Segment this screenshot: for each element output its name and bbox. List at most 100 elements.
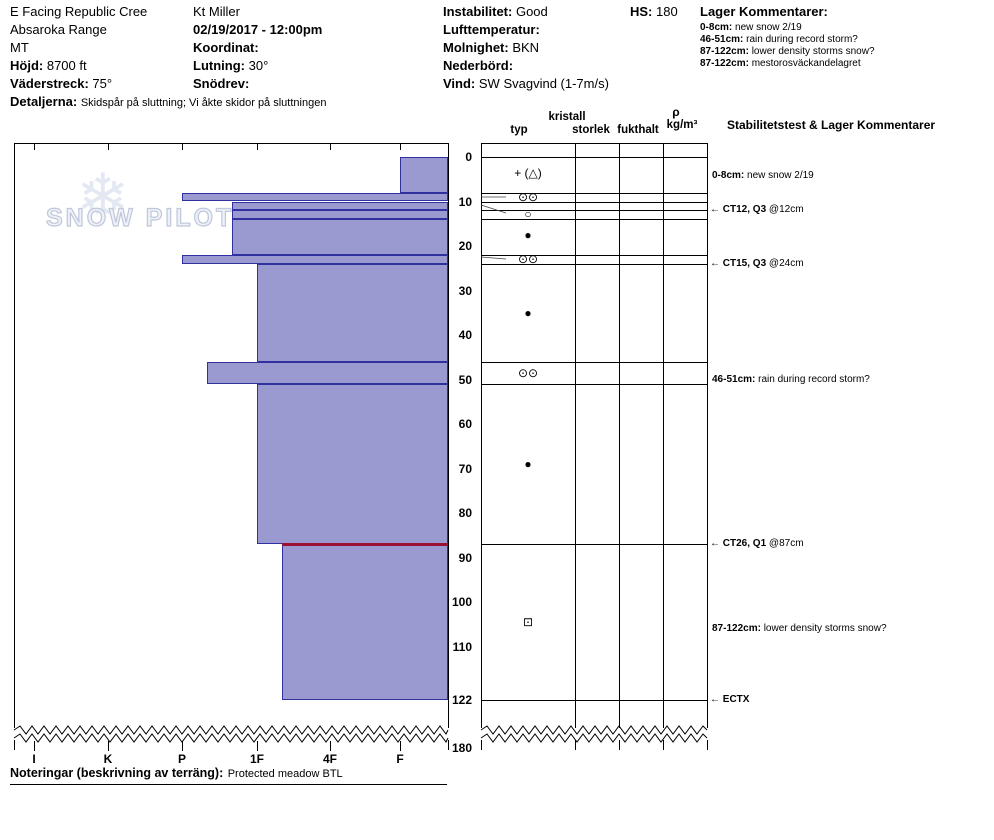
depth-axis-label: 50 <box>458 372 472 387</box>
wind-label: Vind: <box>443 76 476 91</box>
arrow-left-icon: ← <box>710 538 723 550</box>
depth-axis-label: 40 <box>458 328 472 343</box>
layer-boundary-line <box>481 210 707 211</box>
hardness-axis-tick-bottom <box>108 741 109 751</box>
site-elevation: Höjd: 8700 ft <box>10 57 147 75</box>
depth-axis-label: 80 <box>458 506 472 521</box>
hardness-layer-bar <box>232 201 448 211</box>
hs-value: 180 <box>656 4 678 19</box>
layer-comment-text: mestorosväckandelagret <box>748 58 861 69</box>
failure-plane-line <box>282 543 448 547</box>
symbol-leader-lines <box>480 196 507 260</box>
test-depth-label: @24cm <box>766 257 804 269</box>
snow-height: HS: 180 <box>630 3 678 21</box>
layer-boundary-line <box>481 264 707 265</box>
depth-axis-label: 20 <box>458 239 472 254</box>
comment-range-label: 87-122cm: <box>712 622 761 634</box>
snowpilot-watermark-text: SNOW PILOT <box>45 203 235 232</box>
column-divider-line <box>663 143 664 728</box>
hardness-axis-label: F <box>396 752 404 766</box>
hardness-axis-label: I <box>32 752 36 766</box>
depth-axis-label: 70 <box>458 461 472 476</box>
column-header-storlek: storlek <box>572 124 610 136</box>
hardness-axis-tick-bottom <box>330 741 331 751</box>
site-range: Absaroka Range <box>10 22 107 37</box>
axis-stub-line <box>619 740 620 750</box>
hardness-axis-tick-top <box>108 143 109 150</box>
comment-text: rain during record storm? <box>755 373 870 385</box>
comment-text: new snow 2/19 <box>744 169 814 181</box>
terrain-notes-label: Noteringar (beskrivning av terräng): <box>10 766 224 780</box>
snow-drift: Snödrev: <box>193 75 322 93</box>
layer-comments-list: 0-8cm: new snow 2/19 46-51cm: rain during… <box>700 22 875 70</box>
hardness-axis-tick-bottom <box>400 741 401 751</box>
coordinates-label: Koordinat: <box>193 40 259 55</box>
hardness-axis-tick-top <box>400 143 401 150</box>
grain-type-symbol: ● <box>524 227 532 242</box>
terrain-notes: Noteringar (beskrivning av terräng): Pro… <box>10 764 343 782</box>
layer-boundary-line <box>481 157 707 158</box>
hardness-axis-tick-top <box>257 143 258 150</box>
grain-type-symbol: ⊡ <box>522 615 534 630</box>
arrow-left-icon: ← <box>710 694 723 705</box>
hardness-layer-bar <box>207 361 448 384</box>
layer-comment-range: 87-122cm: <box>700 46 749 57</box>
column-header-density-unit: kg/m³ <box>666 119 698 131</box>
stability-test-annotation: ← CT15, Q3 @24cm <box>710 258 804 269</box>
layer-comments-title: Lager Kommentarer: <box>700 4 828 19</box>
layer-comment-text: lower density storms snow? <box>748 46 875 57</box>
test-result-label: CT26, Q1 <box>722 538 767 550</box>
comment-text: lower density storms snow? <box>760 622 887 634</box>
hardness-layer-bar <box>282 544 448 700</box>
comment-range-label: 46-51cm: <box>712 373 756 385</box>
grain-type-symbol: + (△) <box>514 165 542 180</box>
hardness-axis-tick-bottom <box>257 741 258 751</box>
depth-break-zigzag <box>13 725 708 743</box>
hardness-axis-label: 1F <box>249 752 264 766</box>
site-state: MT <box>10 40 29 55</box>
wind-value: SW Svagvind (1-7m/s) <box>478 76 609 91</box>
details-value: Skidspår på sluttning; Vi åkte skidor på… <box>80 97 327 109</box>
instability-label: Instabilitet: <box>443 4 513 19</box>
layer-comment-annotation: 87-122cm: lower density storms snow? <box>712 623 887 634</box>
hardness-axis-label: K <box>103 752 113 766</box>
layer-boundary-line <box>481 544 707 545</box>
hardness-layer-bar <box>232 210 448 220</box>
plot-left-border <box>14 143 15 728</box>
coordinates: Koordinat: <box>193 39 322 57</box>
test-result-label: ECTX <box>722 694 750 705</box>
details-label: Detaljerna: <box>10 94 78 109</box>
hardness-axis-tick-bottom <box>182 741 183 751</box>
hardness-layer-bar <box>232 219 448 255</box>
comment-range-label: 0-8cm: <box>712 169 745 181</box>
axis-stub-line <box>663 740 664 750</box>
test-depth-label: @12cm <box>766 204 804 216</box>
stability-test-annotation: ← CT12, Q3 @12cm <box>710 204 804 215</box>
snowflake-icon: ❄ <box>76 161 130 233</box>
column-header-kristall: kristall <box>548 111 586 123</box>
depth-axis-label: 60 <box>458 417 472 432</box>
depth-axis-label: 122 <box>451 693 472 707</box>
grain-type-symbol: ● <box>524 305 532 320</box>
column-divider-line <box>575 143 576 728</box>
weather-column: Instabilitet: Good Lufttemperatur: Molni… <box>443 3 609 93</box>
grain-type-symbol: ⊙⊙ <box>517 365 539 380</box>
depth-axis-label: 110 <box>452 639 472 654</box>
sky-cover-label: Molnighet: <box>443 40 509 55</box>
total-depth-label: 180 <box>451 741 472 755</box>
slope-value: 30° <box>248 58 269 73</box>
layer-boundary-line <box>481 362 707 363</box>
elevation-label: Höjd: <box>10 58 44 73</box>
hardness-axis-label: P <box>177 752 186 766</box>
observation-datetime: 02/19/2017 - 12:00pm <box>193 22 323 37</box>
depth-axis-label: 100 <box>451 595 472 610</box>
layer-comment-item: 87-122cm: lower density storms snow? <box>700 46 875 58</box>
sky-cover-value: BKN <box>512 40 540 55</box>
layer-comment-item: 46-51cm: rain during record storm? <box>700 34 875 46</box>
plot-top-border <box>14 143 448 144</box>
layer-comment-text: new snow 2/19 <box>732 22 802 33</box>
layer-comment-range: 46-51cm: <box>700 34 744 45</box>
column-header-fukthalt: fukthalt <box>617 124 659 136</box>
hardness-layer-bar <box>182 254 448 264</box>
grain-type-symbol: ⊙⊙ <box>517 190 539 205</box>
